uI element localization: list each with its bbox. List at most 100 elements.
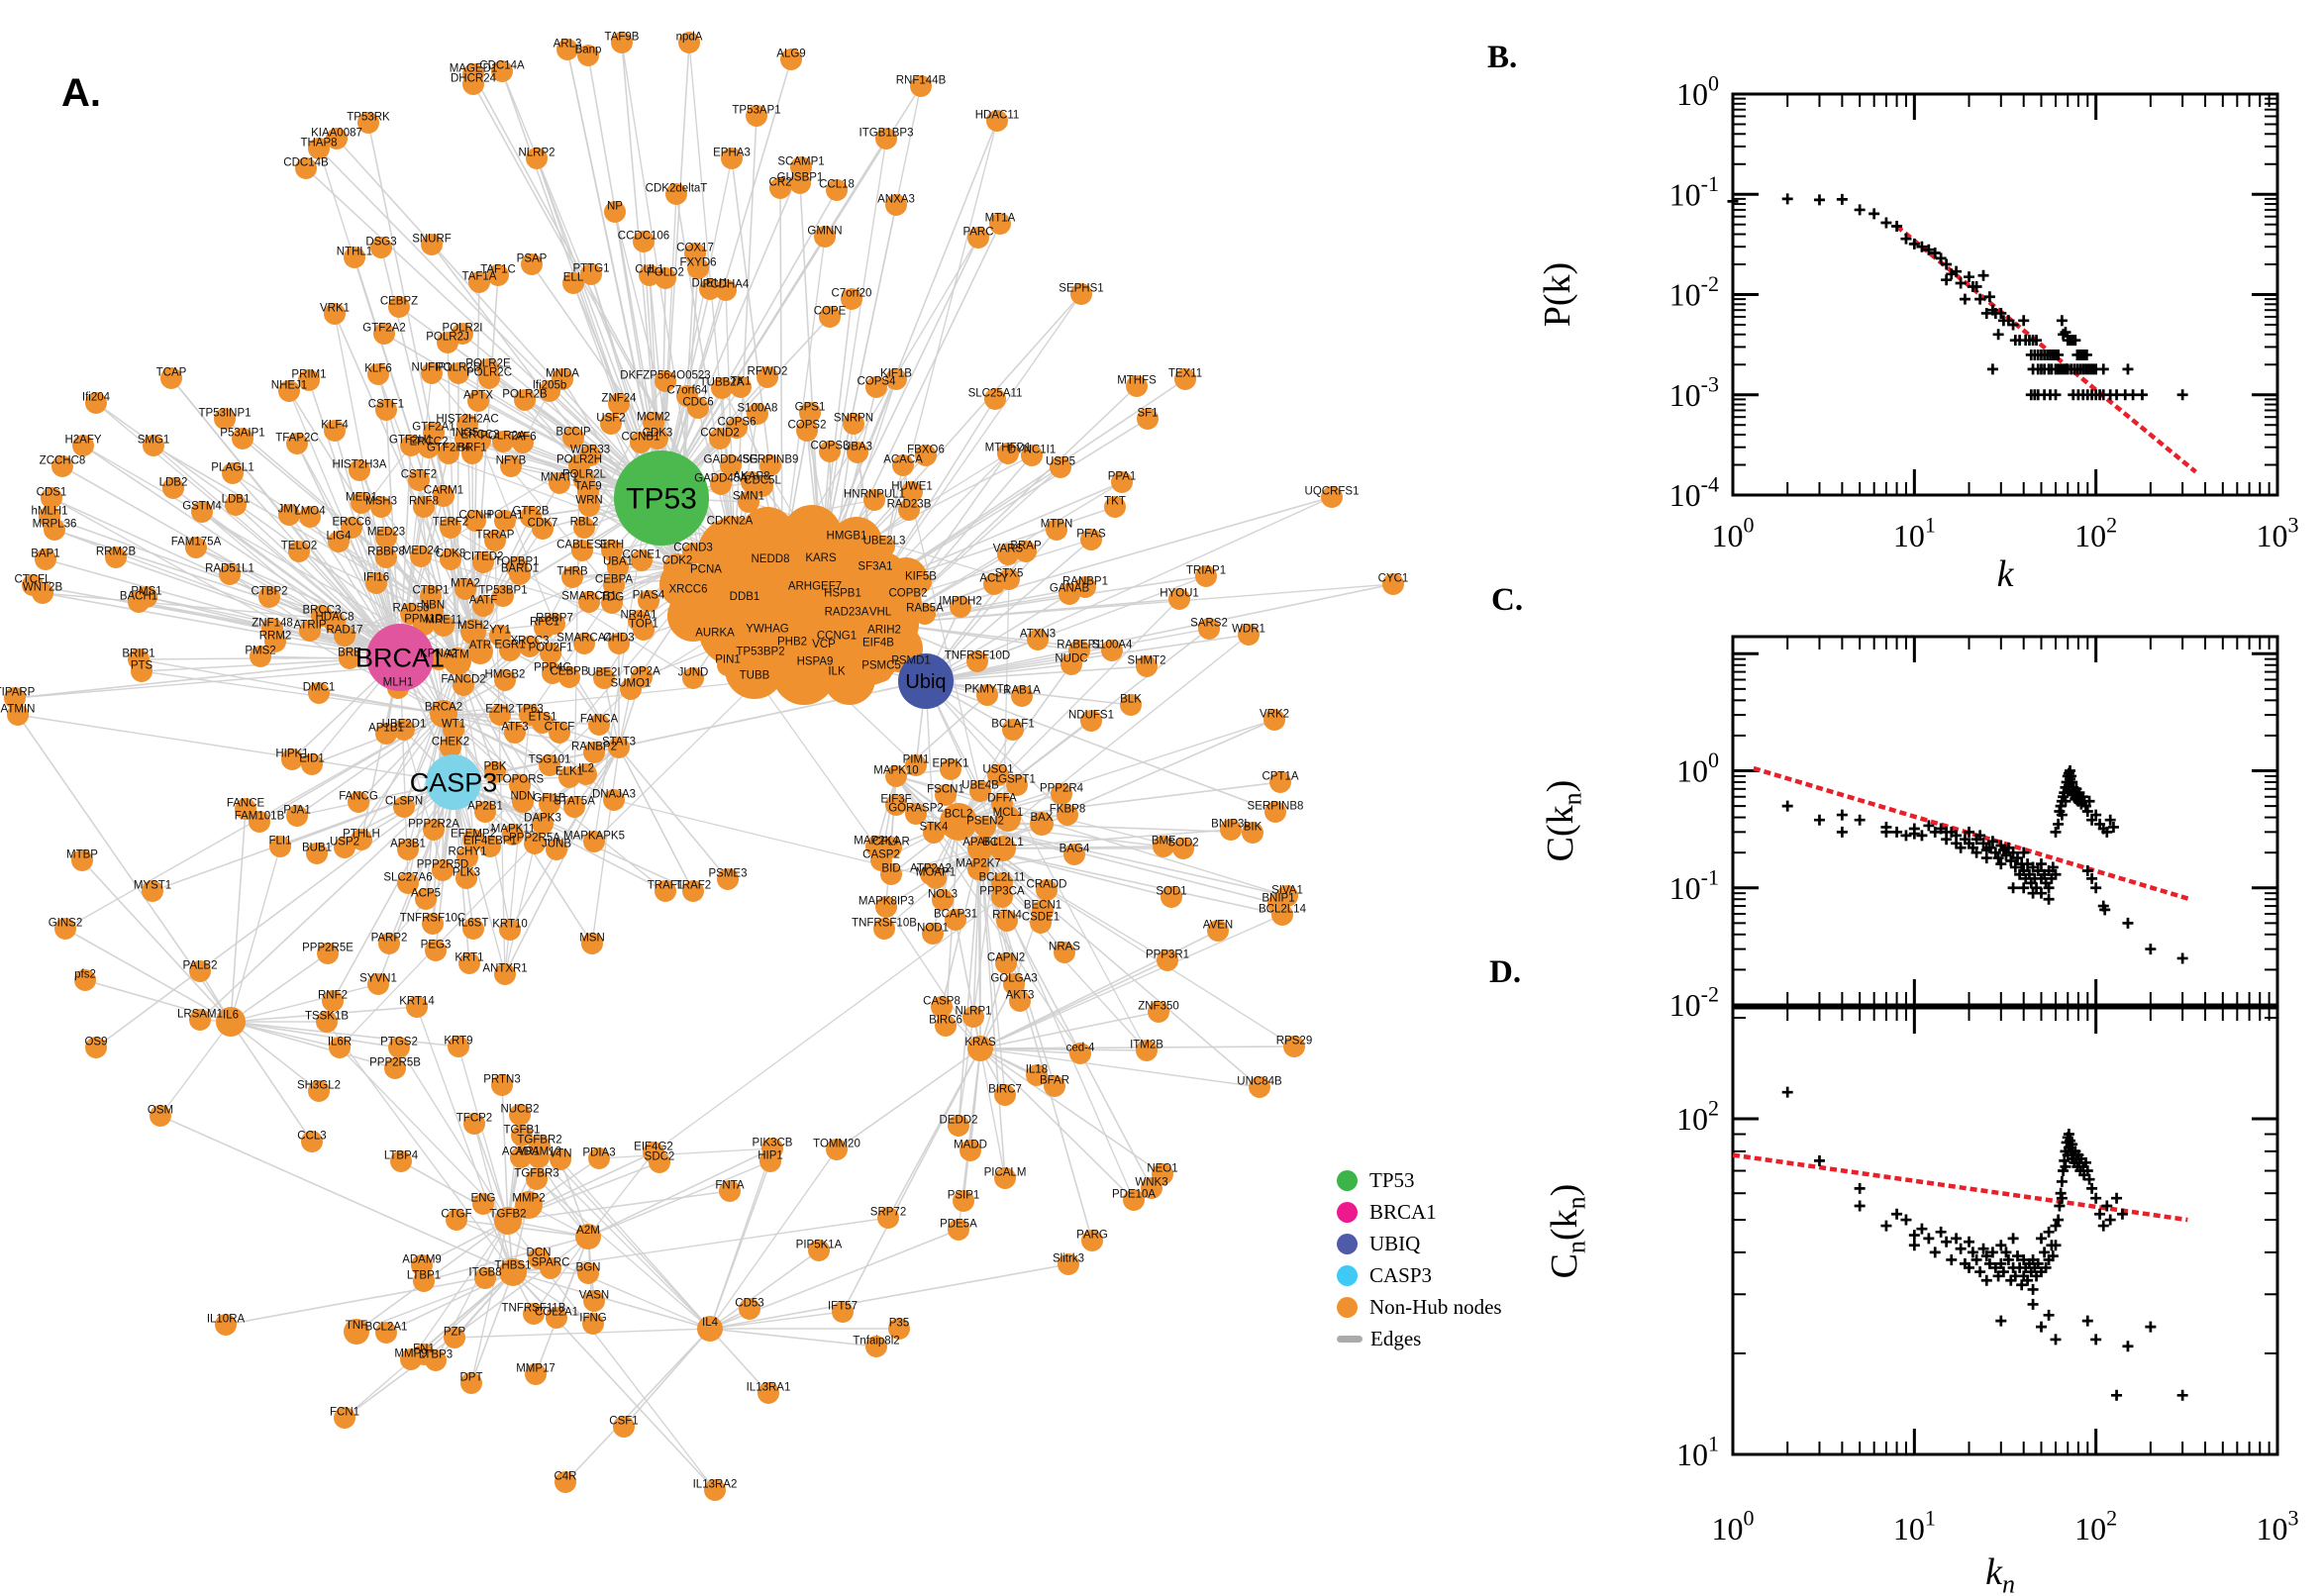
- network-edge: [660, 58, 792, 499]
- network-node: [925, 867, 947, 889]
- network-edge: [423, 1236, 589, 1282]
- network-node: [962, 1006, 984, 1028]
- node-label: MAGED1: [450, 62, 498, 74]
- network-node: [1070, 283, 1092, 305]
- network-node: [709, 428, 731, 449]
- network-node: [532, 813, 554, 835]
- network-node: [526, 148, 548, 169]
- network-node: [526, 1168, 548, 1190]
- network-node: [966, 650, 988, 672]
- network-node: [308, 682, 330, 704]
- network-node: [397, 872, 419, 894]
- network-node: [608, 633, 630, 654]
- network-edge: [501, 1084, 509, 1222]
- node-label: POLR2E: [465, 357, 511, 369]
- network-node: [540, 1257, 561, 1279]
- network-node: [467, 390, 489, 412]
- network-node: [504, 722, 526, 744]
- network-edge: [979, 1047, 1163, 1175]
- network-node: [1044, 1075, 1065, 1097]
- x-axis-title-D: kn: [1985, 1551, 2015, 1596]
- network-node: [1137, 408, 1159, 430]
- network-node: [453, 674, 474, 696]
- network-node: [308, 1080, 330, 1102]
- network-node: [613, 1416, 635, 1438]
- network-node: [438, 443, 459, 464]
- network-edge: [979, 1047, 1135, 1201]
- network-node: [750, 647, 771, 668]
- network-node: [375, 723, 397, 745]
- network-edge: [925, 496, 1333, 682]
- network-node: [758, 552, 783, 578]
- network-node: [418, 437, 440, 458]
- node-label: npdA: [676, 31, 703, 43]
- legend-edge-swatch-icon: [1337, 1335, 1363, 1343]
- network-edge: [539, 1145, 711, 1330]
- node-label: TAF1C: [480, 263, 516, 275]
- network-node: [502, 824, 524, 846]
- network-edge: [883, 848, 981, 930]
- network-node: [375, 399, 397, 421]
- network-node: [288, 541, 310, 562]
- network-node: [905, 754, 927, 776]
- fit-line-D: [1732, 1152, 2188, 1223]
- network-node: [1136, 1040, 1158, 1061]
- network-node: [484, 530, 506, 551]
- network-node: [370, 496, 392, 518]
- network-node: [1009, 990, 1031, 1012]
- network-edge: [709, 1328, 877, 1347]
- network-node: [448, 1036, 469, 1057]
- network-node: [519, 636, 541, 657]
- network-node: [509, 563, 531, 585]
- network-node: [1168, 588, 1190, 610]
- network-node: [870, 660, 892, 682]
- network-node: [1283, 1036, 1305, 1057]
- network-edge: [473, 1123, 514, 1273]
- legend-item-casp3: CASP3: [1337, 1259, 1502, 1291]
- network-edge: [875, 775, 897, 848]
- network-node: [655, 370, 676, 392]
- network-edge: [152, 445, 401, 658]
- network-node: [1382, 573, 1404, 595]
- network-node: [136, 586, 157, 608]
- legend-item-ubiq: UBIQ: [1337, 1228, 1502, 1259]
- legend-item-non-hub-nodes: Non-Hub nodes: [1337, 1291, 1502, 1323]
- network-edge: [886, 598, 1180, 625]
- network-node: [556, 39, 578, 60]
- network-node: [463, 1113, 485, 1135]
- network-node: [520, 506, 542, 528]
- network-node: [525, 1363, 547, 1385]
- network-node: [563, 796, 585, 818]
- y-tick-label: 101: [1676, 1432, 1719, 1472]
- network-node: [489, 704, 511, 726]
- network-node: [7, 704, 29, 726]
- network-node: [738, 491, 759, 513]
- network-node: [739, 1298, 760, 1320]
- network-node: [316, 1011, 338, 1033]
- network-node: [421, 362, 443, 384]
- plot-C: 100 10-1 10-2 C(kn): [1540, 635, 2279, 1023]
- network-node: [286, 433, 308, 454]
- network-edge: [831, 223, 1001, 575]
- network-node: [719, 1180, 741, 1202]
- network-node: [1101, 640, 1123, 661]
- network-node: [757, 366, 778, 388]
- scatter-points-D: [1781, 1086, 2188, 1401]
- network-edge: [403, 729, 444, 871]
- network-node: [1249, 1076, 1270, 1098]
- network-node: [1050, 456, 1071, 478]
- network-node: [462, 73, 484, 95]
- network-node: [915, 445, 937, 466]
- network-node: [826, 179, 848, 201]
- plot-frame-B: [1731, 92, 2279, 497]
- network-edge: [709, 1311, 844, 1330]
- network-node: [601, 592, 623, 614]
- network-node: [935, 1015, 957, 1037]
- network-node: [593, 667, 615, 689]
- network-node: [678, 32, 700, 53]
- network-node: [215, 1314, 237, 1336]
- network-node: [515, 1191, 543, 1219]
- network-edge: [709, 1249, 820, 1330]
